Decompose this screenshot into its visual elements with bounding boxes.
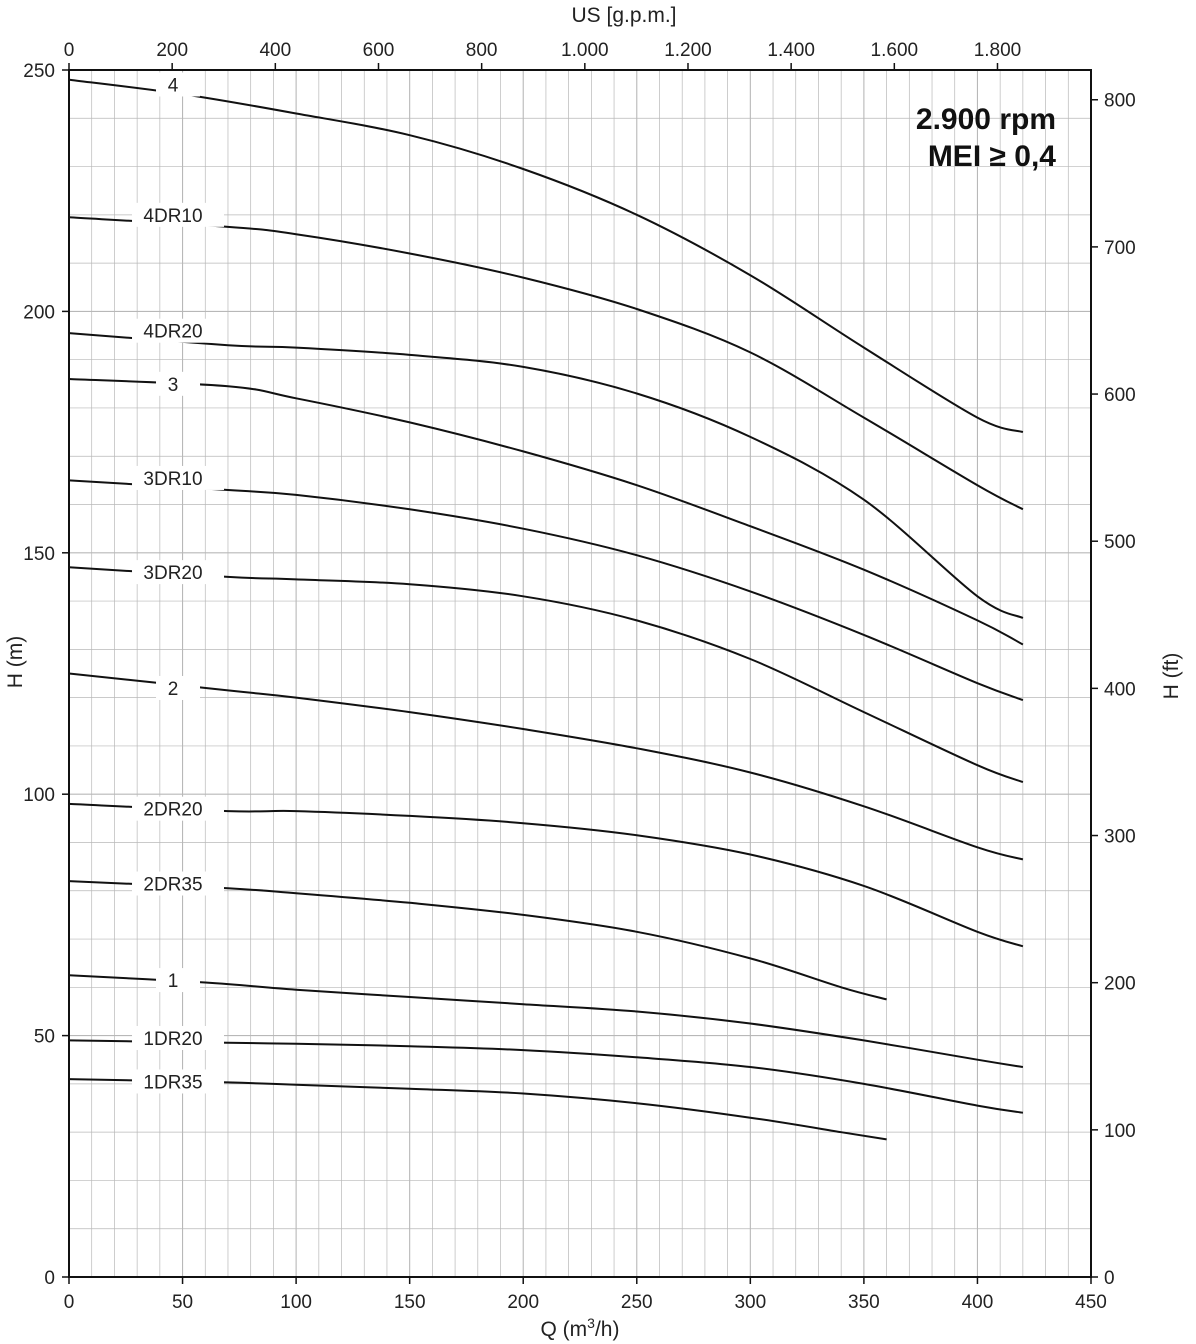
- plot-frame: [68, 69, 1092, 1278]
- curve-label-bg: [132, 560, 225, 585]
- curve-label-2: 2: [168, 679, 179, 700]
- right-axis-title: H (ft): [1160, 653, 1183, 700]
- curve-label-1: 1: [168, 971, 179, 992]
- curve-3: [68, 378, 1024, 646]
- x2-tick-label: 1.200: [664, 40, 712, 61]
- x2-tick-label: 1.400: [767, 40, 815, 61]
- efficiency-annotation: MEI ≥ 0,4: [928, 140, 1056, 173]
- y2-tick-label: 300: [1104, 827, 1136, 848]
- x2-tick-label: 0: [64, 40, 75, 61]
- curve-label-4dr10: 4DR10: [143, 206, 202, 227]
- y-tick-label: 200: [23, 302, 55, 323]
- x2-tick-label: 1.600: [871, 40, 919, 61]
- y-axis-title: H (m): [4, 636, 27, 688]
- curve-4dr20: [68, 332, 1024, 619]
- curve-label-4: 4: [168, 75, 179, 96]
- y2-tick-label: 700: [1104, 238, 1136, 259]
- curve-label-bg: [132, 1026, 225, 1051]
- curve-3dr20: [68, 566, 1024, 784]
- curve-label-1dr20: 1DR20: [143, 1029, 202, 1050]
- curve-label-bg: [156, 675, 201, 700]
- x-tick-label: 400: [962, 1292, 994, 1313]
- performance-curves: [68, 78, 1024, 1141]
- curve-label-4dr20: 4DR20: [143, 322, 202, 343]
- curve-label-bg: [132, 465, 225, 490]
- curve-1dr35: [68, 1078, 887, 1141]
- curve-label-3dr10: 3DR10: [143, 469, 202, 490]
- x-tick-label: 350: [848, 1292, 880, 1313]
- curve-4: [68, 78, 1024, 434]
- axis-ticks: 0 50 100 150 200 250 300 350 400 4500501001502002…: [23, 40, 1135, 1313]
- curve-1dr20: [68, 1039, 1024, 1114]
- y-tick-label: 250: [23, 61, 55, 82]
- top-axis-title: US [g.p.m.]: [571, 4, 676, 27]
- x-tick-label: 50: [172, 1292, 193, 1313]
- x-axis-title: Q (m3/h): [541, 1315, 620, 1341]
- y2-tick-label: 0: [1104, 1268, 1115, 1289]
- curve-label-2dr35: 2DR35: [143, 875, 202, 896]
- y2-tick-label: 400: [1104, 679, 1136, 700]
- y-tick-label: 50: [34, 1027, 55, 1048]
- y2-tick-label: 200: [1104, 974, 1136, 995]
- y2-tick-label: 600: [1104, 385, 1136, 406]
- speed-annotation: 2.900 rpm: [916, 103, 1056, 136]
- x2-tick-label: 200: [156, 40, 188, 61]
- curve-label-bg: [132, 871, 225, 896]
- y2-tick-label: 800: [1104, 91, 1136, 112]
- y-tick-label: 0: [44, 1268, 55, 1289]
- curve-label-bg: [156, 72, 201, 97]
- x2-tick-label: 800: [466, 40, 498, 61]
- curve-2dr20: [68, 802, 1024, 948]
- x-tick-label: 250: [621, 1292, 653, 1313]
- grid-lines: [68, 69, 1092, 1278]
- x2-tick-label: 1.800: [974, 40, 1022, 61]
- x-tick-label: 100: [280, 1292, 312, 1313]
- curve-labels: 4 4DR10 4DR20 3 3DR10 3DR20 2 2DR20 2DR35 1 1DR20 1…: [132, 72, 225, 1094]
- curve-label-bg: [132, 796, 225, 821]
- y2-tick-label: 500: [1104, 532, 1136, 553]
- x-tick-label: 450: [1075, 1292, 1107, 1313]
- curve-label-bg: [132, 202, 225, 227]
- y-tick-label: 100: [23, 785, 55, 806]
- curve-label-bg: [132, 1069, 225, 1094]
- curve-label-bg: [132, 318, 225, 343]
- x-tick-label: 200: [507, 1292, 539, 1313]
- curve-1: [68, 974, 1024, 1068]
- x2-tick-label: 400: [259, 40, 291, 61]
- curve-label-bg: [156, 968, 201, 993]
- curve-3dr10: [68, 479, 1024, 702]
- x-tick-label: 300: [734, 1292, 766, 1313]
- curve-label-3: 3: [168, 375, 179, 396]
- y2-tick-label: 100: [1104, 1121, 1136, 1142]
- curve-2: [68, 672, 1024, 861]
- x-tick-label: 0: [64, 1292, 75, 1313]
- curve-label-bg: [156, 371, 201, 396]
- curve-label-3dr20: 3DR20: [143, 563, 202, 584]
- y-tick-label: 150: [23, 544, 55, 565]
- x2-tick-label: 1.000: [561, 40, 609, 61]
- x2-tick-label: 600: [363, 40, 395, 61]
- curve-label-2dr20: 2DR20: [143, 800, 202, 821]
- curve-2dr35: [68, 880, 887, 1001]
- curve-label-1dr35: 1DR35: [143, 1072, 202, 1093]
- x-tick-label: 150: [394, 1292, 426, 1313]
- curve-4dr10: [68, 216, 1024, 511]
